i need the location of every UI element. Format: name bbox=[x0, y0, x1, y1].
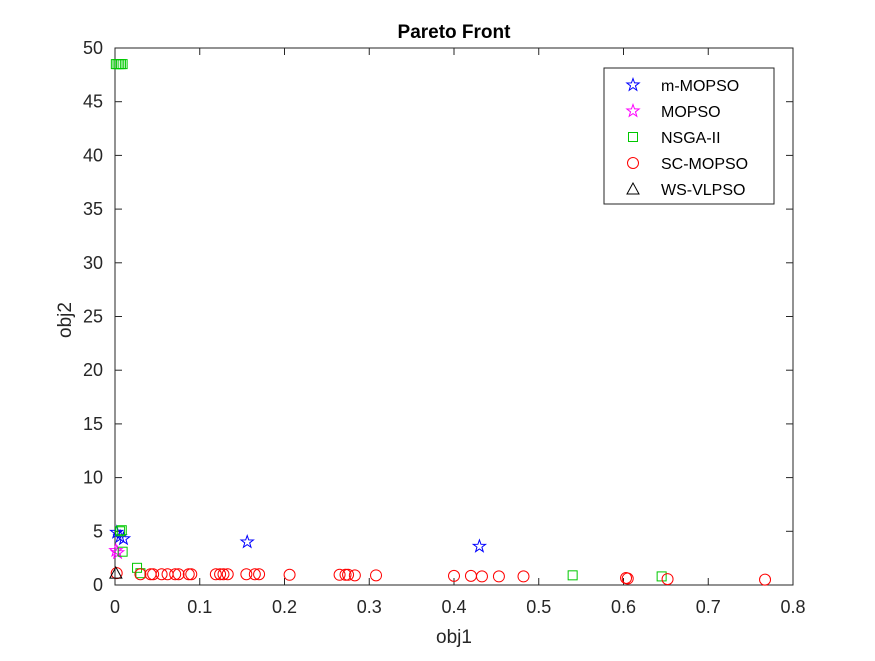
legend-label: SC-MOPSO bbox=[661, 156, 748, 173]
data-point bbox=[517, 570, 530, 583]
data-point bbox=[117, 59, 128, 70]
x-tick-label: 0 bbox=[110, 597, 120, 617]
data-point bbox=[115, 526, 126, 537]
y-tick-label: 35 bbox=[83, 199, 103, 219]
data-point bbox=[169, 568, 182, 581]
data-point bbox=[370, 569, 383, 582]
data-markers bbox=[108, 59, 772, 586]
series-ws-vlpso bbox=[109, 566, 123, 579]
y-axis-label: obj2 bbox=[55, 302, 76, 338]
x-tick-label: 0.2 bbox=[272, 597, 297, 617]
data-point bbox=[239, 534, 255, 549]
data-point bbox=[109, 544, 126, 560]
legend-marker bbox=[628, 132, 638, 142]
data-point bbox=[759, 573, 772, 586]
data-point bbox=[209, 568, 222, 581]
y-tick-label: 15 bbox=[83, 414, 103, 434]
data-point bbox=[221, 568, 234, 581]
y-tick-label: 25 bbox=[83, 307, 103, 327]
x-tick-label: 0.7 bbox=[696, 597, 721, 617]
chart-title: Pareto Front bbox=[398, 22, 512, 43]
series-sc-mopso bbox=[110, 567, 772, 586]
data-point bbox=[117, 546, 128, 557]
legend-marker bbox=[625, 76, 641, 92]
data-point bbox=[567, 570, 578, 581]
legend: m-MOPSO MOPSO NSGA-II SC-MOPSO WS-VLPSO bbox=[603, 67, 775, 205]
data-point bbox=[217, 568, 230, 581]
data-point bbox=[115, 530, 132, 546]
data-point bbox=[108, 542, 124, 558]
data-point bbox=[109, 566, 123, 579]
data-point bbox=[147, 568, 160, 581]
data-point bbox=[283, 568, 296, 581]
data-point bbox=[342, 568, 355, 581]
axis-ticks: 0 0.1 0.2 0.3 0.4 0.5 0.6 0.7 0.8 0 5 10 15 20 25 30 35 4… bbox=[83, 38, 806, 617]
x-tick-label: 0.5 bbox=[526, 597, 551, 617]
y-tick-label: 20 bbox=[83, 360, 103, 380]
data-point bbox=[185, 568, 198, 581]
x-tick-label: 0.1 bbox=[187, 597, 212, 617]
legend-label: m-MOPSO bbox=[661, 78, 739, 95]
data-point bbox=[134, 568, 147, 581]
data-point bbox=[248, 568, 261, 581]
legend-label: MOPSO bbox=[661, 104, 721, 121]
y-tick-label: 45 bbox=[83, 92, 103, 112]
x-tick-label: 0.8 bbox=[780, 597, 805, 617]
legend-label: WS-VLPSO bbox=[661, 182, 745, 199]
data-point bbox=[621, 572, 634, 585]
data-point bbox=[182, 568, 195, 581]
data-point bbox=[339, 568, 352, 581]
data-point bbox=[155, 568, 168, 581]
legend-marker bbox=[625, 102, 641, 118]
data-point bbox=[172, 568, 185, 581]
legend-label: NSGA-II bbox=[661, 130, 721, 147]
data-point bbox=[253, 568, 266, 581]
data-point bbox=[656, 571, 667, 582]
data-point bbox=[475, 570, 488, 583]
x-tick-label: 0.6 bbox=[611, 597, 636, 617]
data-point bbox=[448, 569, 460, 582]
x-axis-label: obj1 bbox=[436, 627, 472, 648]
x-tick-label: 0.3 bbox=[357, 597, 382, 617]
y-tick-label: 10 bbox=[83, 468, 103, 488]
data-point bbox=[348, 569, 361, 582]
y-tick-label: 40 bbox=[83, 145, 103, 165]
data-point bbox=[333, 568, 346, 581]
x-tick-label: 0.4 bbox=[441, 597, 466, 617]
legend-box bbox=[603, 67, 775, 205]
legend-marker bbox=[627, 157, 639, 169]
data-point bbox=[661, 573, 674, 586]
data-point bbox=[471, 538, 488, 553]
y-tick-label: 50 bbox=[83, 38, 103, 58]
data-point bbox=[116, 525, 127, 536]
series-mopso bbox=[108, 542, 126, 560]
data-point bbox=[240, 568, 253, 581]
legend-marker bbox=[626, 181, 640, 195]
y-tick-label: 30 bbox=[83, 253, 103, 273]
y-tick-label: 0 bbox=[93, 575, 103, 595]
data-point bbox=[492, 570, 505, 583]
data-point bbox=[132, 562, 143, 573]
y-tick-label: 5 bbox=[93, 521, 103, 541]
data-point bbox=[214, 568, 227, 581]
